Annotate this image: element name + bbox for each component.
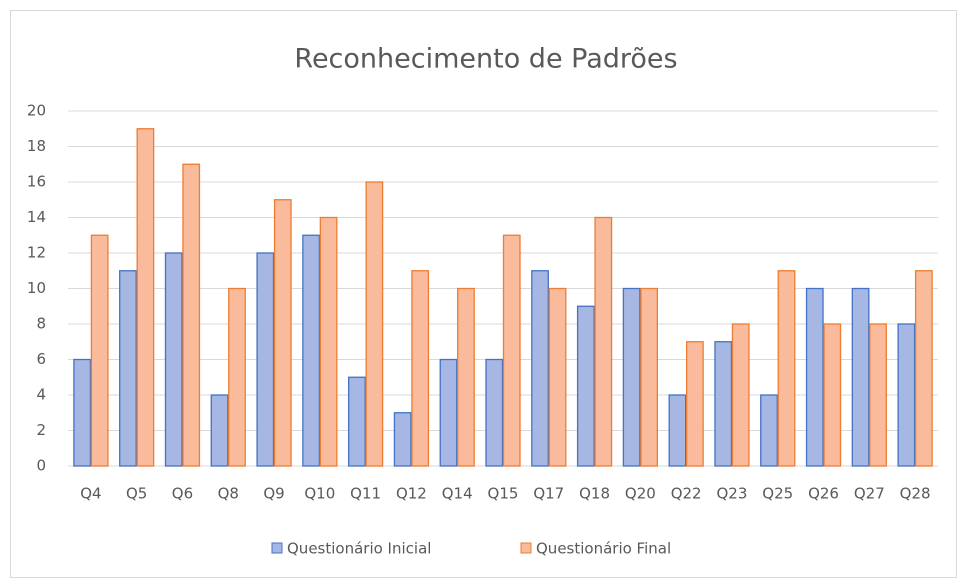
bar	[686, 341, 704, 467]
y-tick-label: 6	[36, 350, 46, 368]
bar	[73, 358, 92, 467]
y-tick-label: 14	[27, 208, 46, 226]
y-tick-label: 2	[36, 421, 46, 439]
x-tick-label: Q20	[625, 485, 656, 503]
y-tick-label: 8	[36, 315, 46, 333]
bar	[805, 287, 824, 467]
y-tick-label: 10	[27, 279, 46, 297]
y-tick-label: 18	[27, 137, 46, 155]
bar	[640, 287, 659, 467]
y-tick-label: 20	[27, 102, 46, 120]
bar	[714, 341, 733, 467]
bar	[531, 270, 549, 467]
y-tick-label: 16	[27, 173, 46, 191]
bar	[914, 270, 933, 467]
bar	[182, 163, 201, 467]
bar	[365, 181, 384, 467]
x-tick-label: Q6	[172, 485, 193, 503]
bar	[869, 323, 887, 467]
chart-title: Reconhecimento de Padrões	[294, 44, 677, 75]
x-tick-label: Q10	[304, 485, 335, 503]
bar	[256, 252, 275, 467]
bar	[228, 287, 246, 467]
bar	[576, 305, 595, 467]
bar	[347, 376, 366, 467]
x-tick-label: Q26	[808, 485, 839, 503]
legend-label: Questionário Inicial	[287, 540, 431, 558]
x-tick-label: Q22	[671, 485, 702, 503]
bar	[319, 216, 338, 467]
bar	[164, 252, 183, 467]
x-tick-label: Q25	[762, 485, 793, 503]
y-tick-label: 12	[27, 244, 46, 262]
x-tick-label: Q11	[350, 485, 381, 503]
bar	[393, 412, 412, 467]
bar	[823, 323, 842, 467]
x-tick-label: Q8	[218, 485, 239, 503]
x-tick-label: Q12	[396, 485, 427, 503]
bar	[411, 270, 430, 467]
y-tick-label: 4	[36, 386, 46, 404]
y-tick-label: 0	[36, 457, 46, 475]
x-tick-label: Q27	[854, 485, 885, 503]
x-tick-label: Q18	[579, 485, 610, 503]
x-tick-label: Q9	[263, 485, 284, 503]
bar	[594, 216, 613, 467]
bar	[90, 234, 109, 467]
legend-label: Questionário Final	[536, 540, 671, 558]
bar	[210, 394, 229, 467]
bar	[731, 323, 750, 467]
x-tick-label: Q5	[126, 485, 147, 503]
bar	[457, 287, 475, 467]
x-tick-label: Q28	[900, 485, 931, 503]
bar	[548, 287, 567, 467]
bar	[622, 287, 641, 467]
bar	[851, 287, 870, 467]
bar	[439, 358, 458, 467]
bar	[485, 358, 504, 467]
bar	[273, 199, 292, 467]
x-tick-label: Q23	[716, 485, 747, 503]
bar	[668, 394, 687, 467]
x-tick-label: Q15	[488, 485, 519, 503]
bar	[897, 323, 916, 467]
x-tick-label: Q17	[533, 485, 564, 503]
legend-swatch	[520, 542, 532, 554]
legend-swatch	[271, 542, 283, 554]
bar	[760, 394, 778, 467]
x-tick-label: Q14	[442, 485, 473, 503]
bar	[119, 270, 137, 467]
bar	[777, 270, 796, 467]
bar	[502, 234, 521, 467]
x-tick-label: Q4	[80, 485, 101, 503]
bar	[302, 234, 320, 467]
bar	[136, 128, 155, 467]
